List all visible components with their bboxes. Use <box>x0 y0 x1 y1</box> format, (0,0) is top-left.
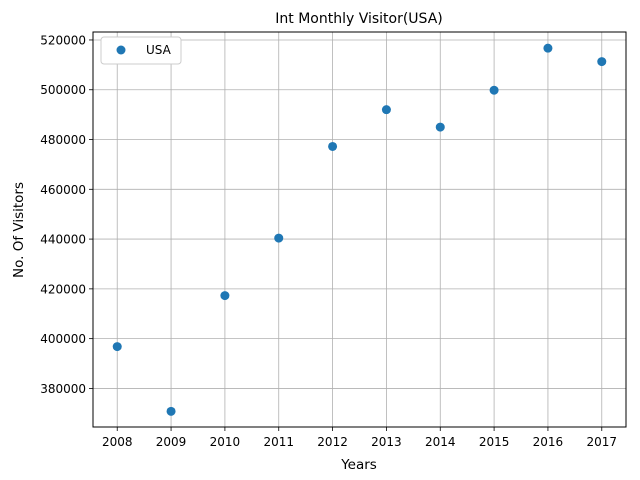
legend-box <box>100 36 182 65</box>
data-point <box>328 141 338 151</box>
data-point <box>220 291 230 301</box>
axes-frame <box>92 31 627 428</box>
legend-marker-usa <box>116 45 126 55</box>
y-tick-label: 500000 <box>40 83 86 97</box>
data-point <box>381 105 391 115</box>
data-point <box>597 57 607 67</box>
chart-title: Int Monthly Visitor(USA) <box>275 11 443 27</box>
y-tick-label: 380000 <box>40 382 86 396</box>
x-tick-label: 2008 <box>102 435 133 449</box>
data-point <box>543 43 553 53</box>
x-tick-label: 2011 <box>263 435 294 449</box>
data-points <box>112 43 607 416</box>
x-tick-label: 2015 <box>479 435 510 449</box>
y-tick-label: 420000 <box>40 282 86 296</box>
y-tick-label: 480000 <box>40 133 86 147</box>
x-tick-label: 2009 <box>156 435 187 449</box>
data-point <box>489 85 499 95</box>
x-axis-label: Years <box>340 457 377 473</box>
data-point <box>274 233 284 243</box>
y-axis-label: No. Of Visitors <box>11 182 27 278</box>
data-point <box>166 406 176 416</box>
y-tick-label: 520000 <box>40 33 86 47</box>
x-tick-label: 2017 <box>586 435 617 449</box>
data-point <box>435 122 445 132</box>
grid-lines <box>93 32 626 427</box>
axes-background <box>93 32 626 427</box>
x-tick-label: 2012 <box>317 435 348 449</box>
data-point <box>112 342 122 352</box>
x-axis-ticks: 2008 2009 2010 2011 2012 2013 2014 2015 2016 2017 <box>102 427 617 449</box>
legend-label-usa: USA <box>146 43 172 57</box>
x-tick-label: 2013 <box>371 435 402 449</box>
y-tick-label: 440000 <box>40 233 86 247</box>
x-tick-label: 2016 <box>533 435 564 449</box>
y-tick-label: 460000 <box>40 183 86 197</box>
plot-area: 2008 2009 2010 2011 2012 2013 2014 2015 2016 2017… <box>40 31 627 449</box>
x-tick-label: 2014 <box>425 435 456 449</box>
x-tick-label: 2010 <box>210 435 241 449</box>
y-axis-ticks: 380000 400000 420000 440000 460000 480000 5000… <box>40 33 93 396</box>
y-tick-label: 400000 <box>40 332 86 346</box>
legend: USA <box>100 36 182 65</box>
